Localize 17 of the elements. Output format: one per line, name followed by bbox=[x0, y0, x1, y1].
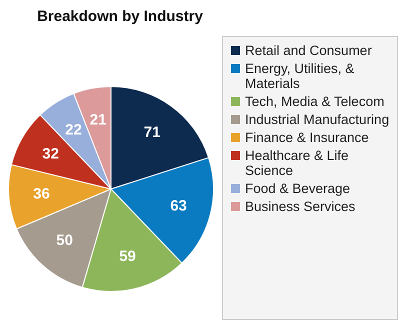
data-label: 63 bbox=[170, 197, 187, 214]
data-label: 21 bbox=[90, 112, 106, 129]
legend-label: Healthcare & Life Science bbox=[245, 148, 350, 178]
legend-label: Business Services bbox=[245, 199, 356, 214]
legend-label: Tech, Media & Telecom bbox=[245, 94, 384, 109]
data-label: 36 bbox=[33, 186, 50, 203]
data-label: 22 bbox=[65, 121, 82, 138]
data-label: 50 bbox=[56, 232, 73, 250]
legend-label: Food & Beverage bbox=[245, 181, 350, 196]
data-label: 71 bbox=[144, 124, 160, 141]
chart-title: Breakdown by Industry bbox=[36, 8, 204, 25]
legend-label: Finance & Insurance bbox=[245, 130, 369, 145]
data-label: 59 bbox=[119, 248, 136, 265]
legend-label: Energy, Utilities, & Materials bbox=[245, 61, 356, 91]
legend-label: Industrial Manufacturing bbox=[245, 112, 390, 127]
legend-label: Retail and Consumer bbox=[245, 43, 372, 58]
data-label: 32 bbox=[42, 145, 59, 162]
